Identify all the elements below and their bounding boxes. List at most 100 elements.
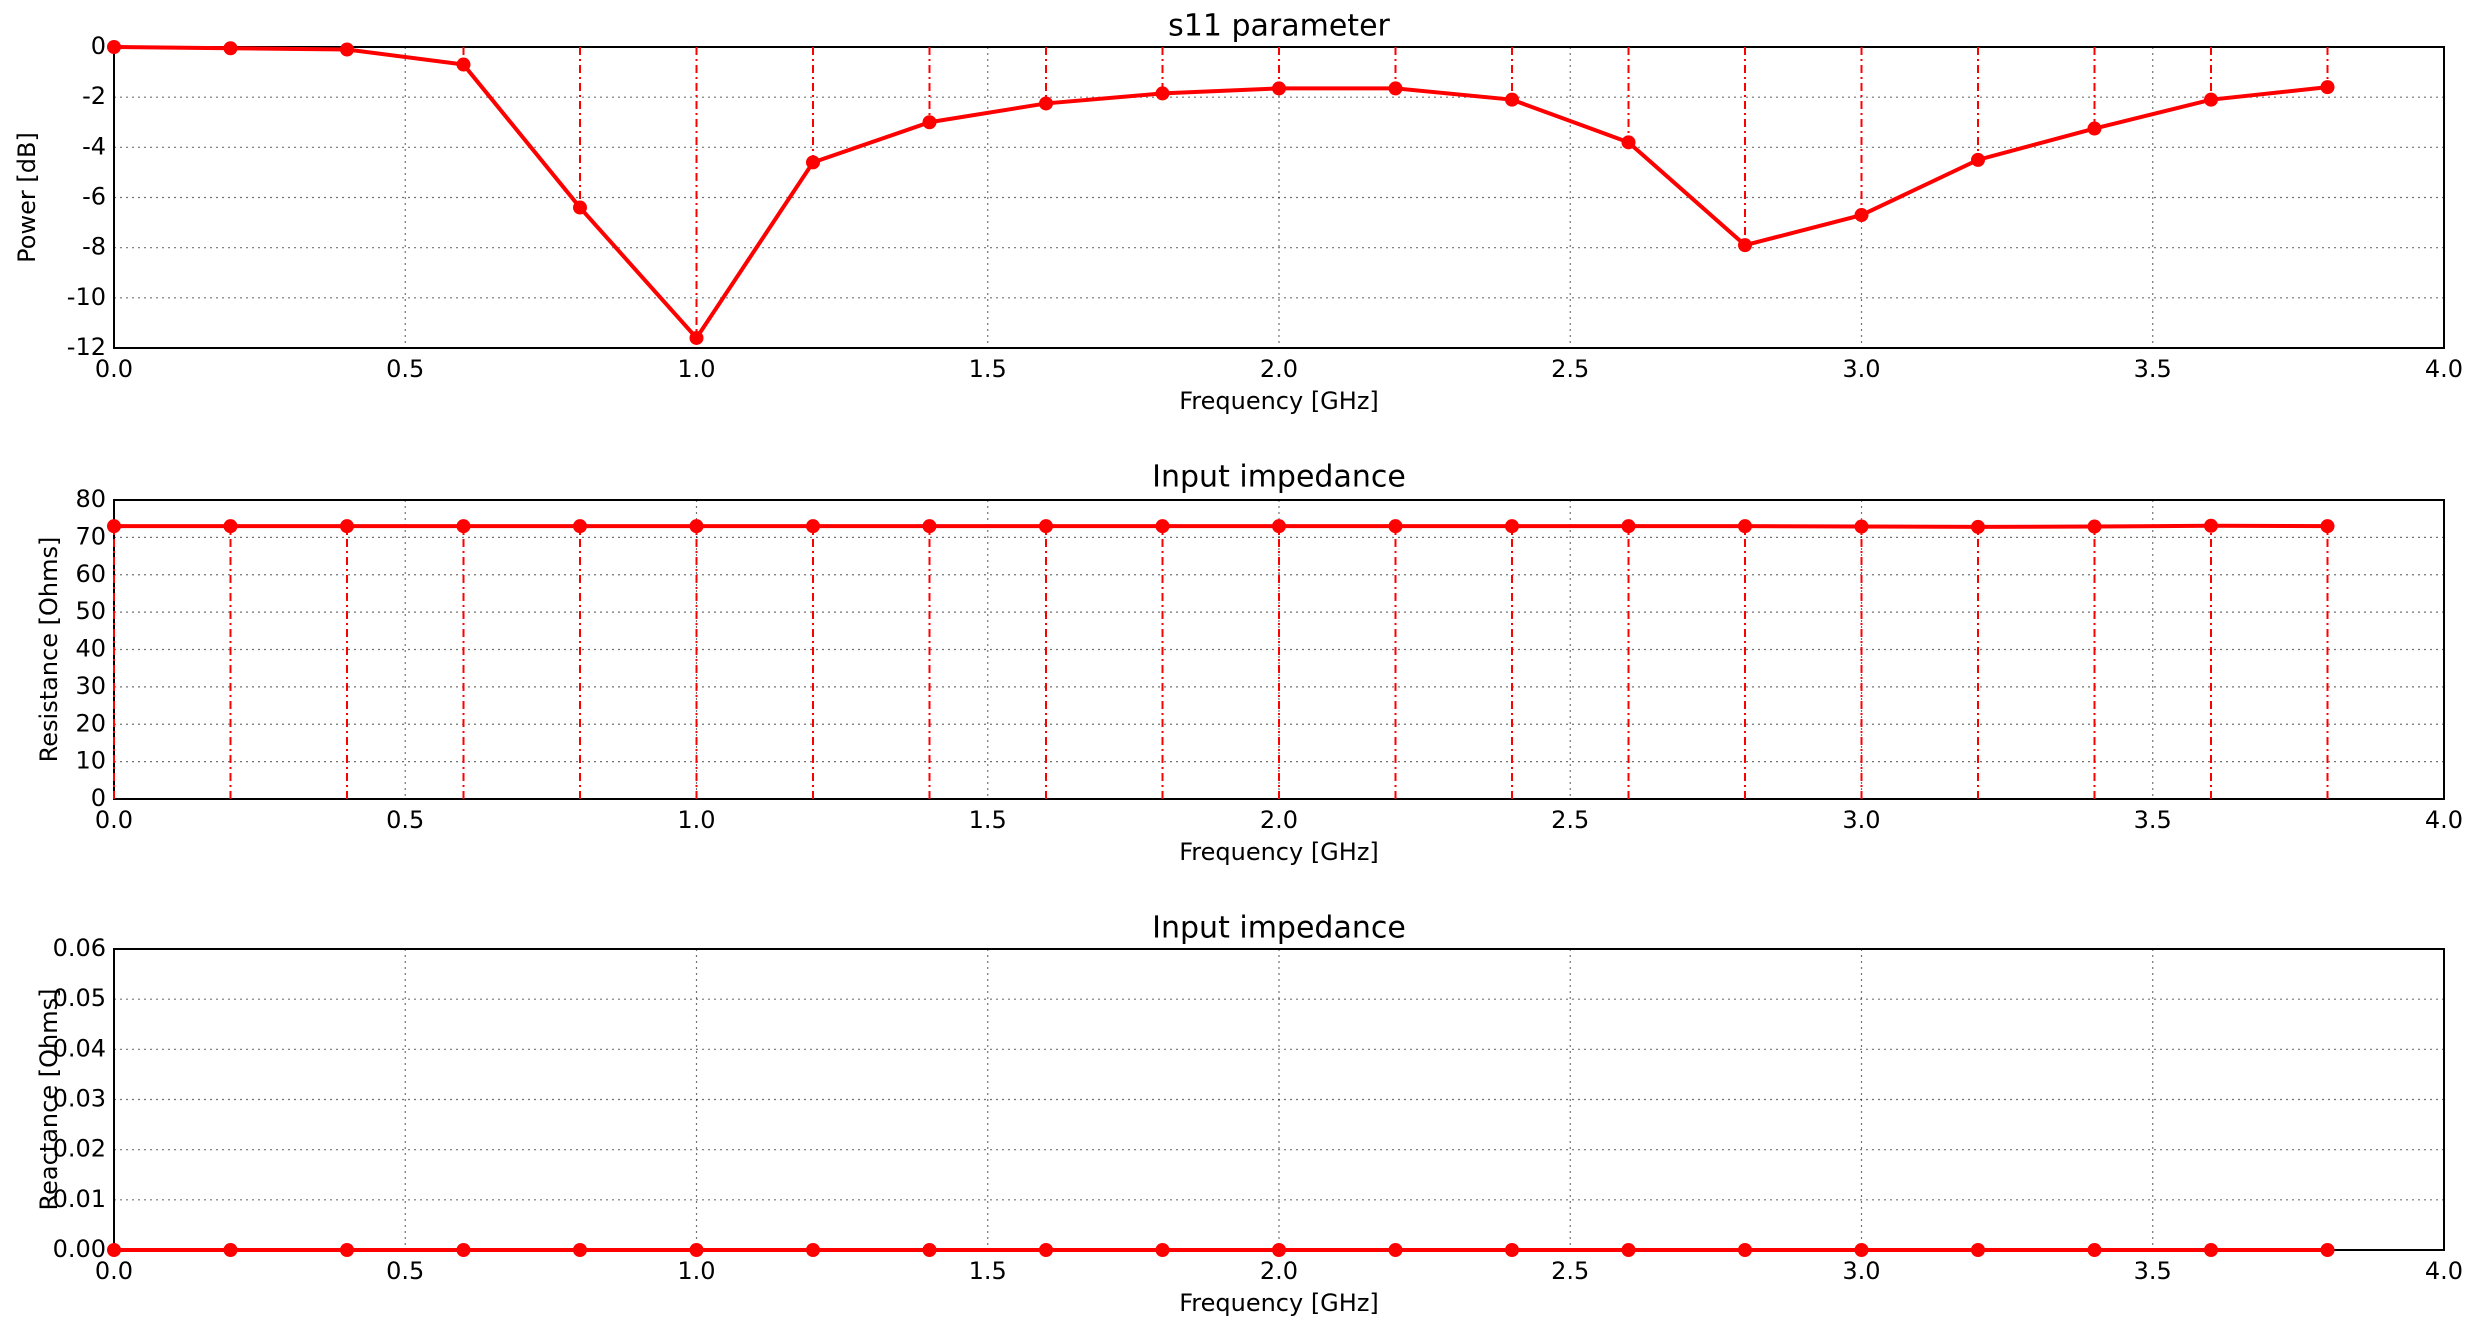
x-tick-label: 2.0 — [1260, 1257, 1298, 1285]
x-tick-label: 1.0 — [677, 355, 715, 383]
data-point — [223, 1243, 238, 1257]
data-point — [1039, 1243, 1053, 1257]
chart-title: s11 parameter — [1168, 9, 1390, 44]
x-axis-label: Frequency [GHz] — [1179, 1289, 1379, 1317]
data-point — [1621, 1243, 1636, 1257]
x-tick-label: 0.0 — [95, 806, 133, 834]
x-tick-label: 3.5 — [2134, 806, 2172, 834]
chart-title: Input impedance — [1152, 911, 1406, 946]
y-axis-label: Power [dB] — [13, 132, 41, 263]
y-tick-label: -2 — [82, 82, 106, 110]
data-point — [2087, 121, 2102, 136]
x-tick-label: 3.0 — [1842, 806, 1880, 834]
y-tick-label: 80 — [75, 485, 106, 513]
x-tick-label: 3.5 — [2134, 1257, 2172, 1285]
x-tick-label: 3.0 — [1842, 355, 1880, 383]
data-point — [1854, 519, 1869, 534]
data-point — [456, 57, 471, 72]
y-tick-label: 0 — [91, 32, 106, 60]
x-tick-label: 0.0 — [95, 1257, 133, 1285]
data-point — [1388, 519, 1403, 534]
y-tick-label: -6 — [82, 183, 106, 211]
data-point — [806, 155, 820, 170]
data-point — [1505, 1243, 1519, 1257]
data-point — [689, 519, 704, 534]
y-tick-label: -12 — [67, 333, 106, 361]
data-point — [340, 519, 354, 534]
data-point — [573, 1243, 587, 1257]
data-point — [689, 330, 704, 345]
y-axis-label: Resistance [Ohms] — [35, 537, 63, 763]
y-tick-label: 0.02 — [53, 1135, 106, 1163]
data-point — [1155, 1243, 1170, 1257]
data-point — [456, 1243, 471, 1257]
data-point — [2204, 92, 2218, 107]
data-point — [2320, 1243, 2335, 1257]
data-point — [1039, 96, 1053, 111]
data-point — [2087, 519, 2102, 534]
chart: 0 10 20 30 40 50 60 70 80 0.0 0.5 1.0 1.5 2.0 2.5 3.0 3.… — [35, 460, 2463, 867]
x-tick-label: 3.5 — [2134, 355, 2172, 383]
data-point — [922, 519, 937, 534]
y-tick-label: 0.06 — [53, 934, 106, 962]
y-tick-label: 30 — [75, 672, 106, 700]
data-point — [107, 1243, 121, 1257]
x-axis-label: Frequency [GHz] — [1179, 387, 1379, 415]
x-tick-label: 2.5 — [1551, 1257, 1589, 1285]
data-point — [107, 40, 121, 54]
x-tick-label: 2.5 — [1551, 806, 1589, 834]
x-tick-label: 2.5 — [1551, 355, 1589, 383]
x-tick-label: 0.5 — [386, 1257, 424, 1285]
data-line — [113, 45, 2328, 342]
data-point — [340, 1243, 354, 1257]
x-tick-label: 2.0 — [1260, 806, 1298, 834]
x-tick-label: 1.5 — [969, 355, 1007, 383]
data-point — [1272, 519, 1286, 534]
data-point — [340, 42, 354, 57]
data-point — [456, 519, 471, 534]
x-tick-label: 4.0 — [2425, 806, 2463, 834]
data-point — [1621, 135, 1636, 150]
y-tick-label: -8 — [82, 233, 106, 261]
data-point — [1621, 519, 1636, 534]
y-tick-label: 0 — [91, 784, 106, 812]
data-point — [573, 519, 587, 534]
data-point — [1388, 81, 1403, 96]
x-tick-label: 1.5 — [969, 1257, 1007, 1285]
y-tick-label: 50 — [75, 597, 106, 625]
data-point — [107, 519, 121, 534]
y-tick-label: 0.01 — [53, 1185, 106, 1213]
y-tick-label: 0.00 — [53, 1235, 106, 1263]
data-point — [1388, 1243, 1403, 1257]
data-point — [689, 1243, 704, 1257]
data-point — [922, 115, 937, 130]
data-point — [1272, 1243, 1286, 1257]
data-point — [1155, 86, 1170, 101]
x-tick-label: 1.5 — [969, 806, 1007, 834]
y-tick-label: 10 — [75, 747, 106, 775]
y-tick-label: 40 — [75, 635, 106, 663]
data-point — [1505, 92, 1519, 107]
data-point — [1854, 1243, 1869, 1257]
y-tick-label: 70 — [75, 522, 106, 550]
data-point — [223, 519, 238, 534]
data-point — [1738, 519, 1752, 534]
data-point — [806, 519, 820, 534]
data-point — [922, 1243, 937, 1257]
data-point — [2087, 1243, 2102, 1257]
y-tick-label: 0.05 — [53, 984, 106, 1012]
x-tick-label: 2.0 — [1260, 355, 1298, 383]
data-point — [1505, 519, 1519, 534]
y-tick-label: 0.04 — [53, 1034, 106, 1062]
x-tick-label: 1.0 — [677, 806, 715, 834]
chart: 0.00 0.01 0.02 0.03 0.04 0.05 0.06 0.0 0.5 1.0 1.5… — [35, 911, 2463, 1318]
data-point — [1854, 208, 1869, 223]
chart-title: Input impedance — [1152, 460, 1406, 495]
data-point — [1738, 238, 1752, 253]
x-tick-label: 0.5 — [386, 355, 424, 383]
chart: -12 -10 -8 -6 -4 -2 0 0.0 0.5 1.0 1.5 2.0 2.5 3.0 3.5 4… — [13, 9, 2463, 416]
y-axis-label: Reactance [Ohms] — [35, 989, 63, 1211]
data-point — [1971, 1243, 1985, 1257]
data-point — [2320, 519, 2335, 534]
